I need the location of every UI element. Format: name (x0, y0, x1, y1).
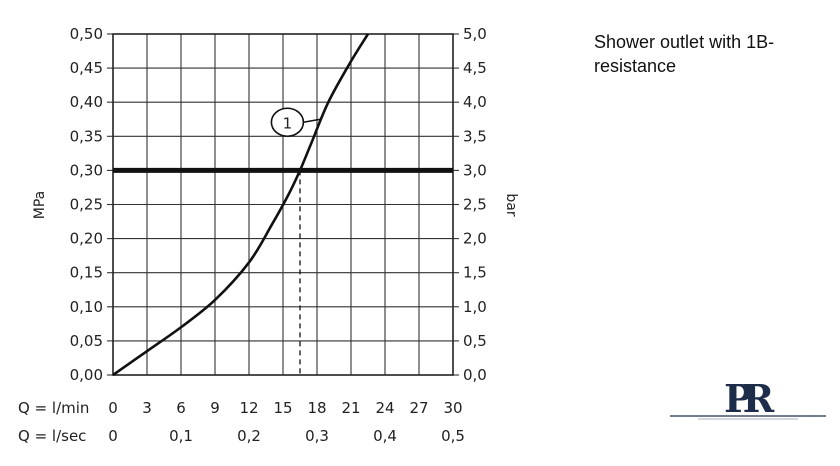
y-tick-label-bar: 2,5 (463, 196, 487, 214)
x-row-label-lsec: Q = l/sec (18, 427, 86, 445)
series-label: 1 (283, 114, 293, 132)
x-tick-label-lmin: 15 (273, 399, 292, 417)
svg-text:PR: PR (724, 376, 775, 421)
y-tick-label-bar: 3,5 (463, 127, 487, 145)
x-tick-label-lmin: 30 (443, 399, 462, 417)
y-tick-label-mpa: 0,20 (70, 230, 103, 248)
x-tick-label-lmin: 27 (409, 399, 428, 417)
left-axis-title: MPa (32, 191, 48, 219)
y-tick-label-mpa: 0,35 (70, 127, 103, 145)
y-tick-label-bar: 4,0 (463, 93, 487, 111)
x-tick-label-lsec: 0 (108, 427, 118, 445)
y-tick-label-bar: 1,5 (463, 264, 487, 282)
x-tick-label-lmin: 6 (176, 399, 186, 417)
y-tick-label-mpa: 0,10 (70, 298, 103, 316)
x-tick-label-lsec: 0,1 (169, 427, 193, 445)
x-tick-label-lsec: 0,3 (305, 427, 329, 445)
y-tick-label-bar: 0,5 (463, 332, 487, 350)
x-row-label-lmin: Q = l/min (18, 399, 89, 417)
y-tick-label-mpa: 0,40 (70, 93, 103, 111)
series-label-leader (303, 118, 321, 123)
y-tick-label-bar: 2,0 (463, 230, 487, 248)
x-tick-label-lsec: 0,2 (237, 427, 261, 445)
x-tick-label-lmin: 12 (239, 399, 258, 417)
y-tick-label-mpa: 0,50 (70, 25, 103, 43)
y-tick-label-mpa: 0,00 (70, 366, 103, 384)
y-tick-label-mpa: 0,45 (70, 59, 103, 77)
y-tick-label-bar: 4,5 (463, 59, 487, 77)
x-tick-label-lmin: 3 (142, 399, 152, 417)
x-tick-label-lmin: 18 (307, 399, 326, 417)
flow-pressure-chart: 0 3 6 9 12 15 18 21 24 27 30 0 0,1 0,2 0,3 0,4 0,5 0,00 0,… (18, 25, 519, 445)
x-tick-label-lmin: 24 (375, 399, 394, 417)
series-label-circle (270, 107, 305, 138)
x-tick-label-lsec: 0,5 (441, 427, 465, 445)
x-tick-label-lmin: 9 (210, 399, 220, 417)
series-1-line (112, 33, 370, 377)
y-tick-label-bar: 3,0 (463, 161, 487, 179)
x-tick-label-lmin: 21 (341, 399, 360, 417)
chart-caption: Shower outlet with 1B-resistance (594, 32, 775, 76)
x-tick-label-lmin: 0 (108, 399, 118, 417)
y-tick-label-mpa: 0,25 (70, 196, 103, 214)
x-tick-label-lsec: 0,4 (373, 427, 397, 445)
y-tick-label-bar: 0,0 (463, 366, 487, 384)
y-tick-label-bar: 5,0 (463, 25, 487, 43)
right-axis-title: bar (503, 193, 519, 216)
axis-tick-labels: 0 3 6 9 12 15 18 21 24 27 30 0 0,1 0,2 0,3 0,4 0,5 0,00 0,… (70, 25, 487, 445)
y-tick-label-mpa: 0,05 (70, 332, 103, 350)
y-tick-label-mpa: 0,15 (70, 264, 103, 282)
y-tick-label-mpa: 0,30 (70, 161, 103, 179)
plot-frame (112, 33, 454, 376)
pr-logo: PR (670, 376, 826, 421)
y-tick-label-bar: 1,0 (463, 298, 487, 316)
